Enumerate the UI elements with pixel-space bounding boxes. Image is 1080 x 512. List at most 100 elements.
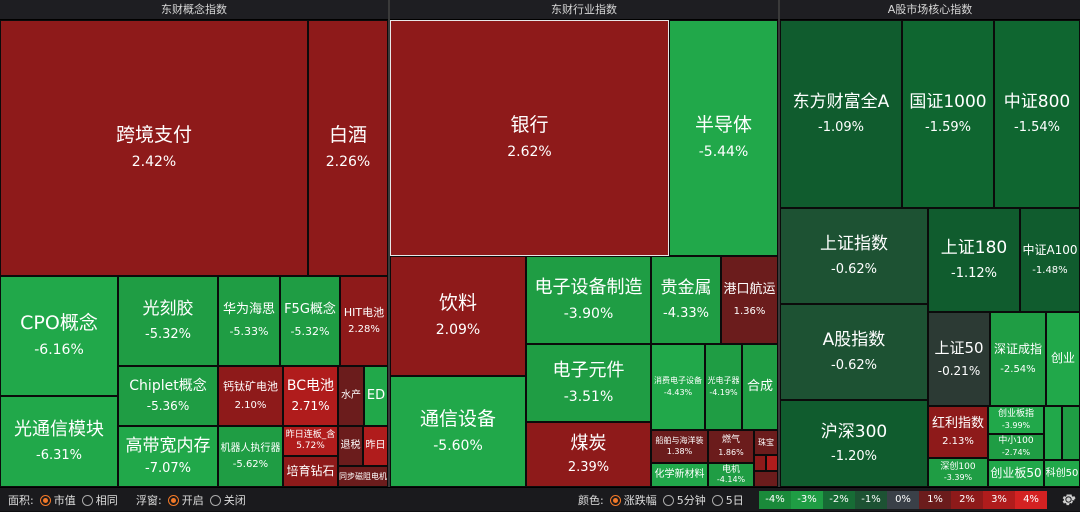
tile-green-block-b[interactable] (1062, 406, 1080, 460)
tile-shangzheng180[interactable]: 上证180 -1.12% (928, 208, 1020, 312)
tile-chuanbo[interactable]: 船舶与海洋装 1.38% (651, 430, 708, 463)
tile-pct: -4.33% (663, 305, 709, 321)
tile-pct: -7.07% (145, 461, 191, 477)
tile-name: 煤炭 (570, 433, 607, 454)
tile-huawei-haisi[interactable]: 华为海思 -5.33% (218, 276, 280, 366)
tile-pct: -0.21% (937, 364, 981, 379)
tile-bc[interactable]: BC电池 2.71% (283, 366, 338, 426)
tile-guijinshu[interactable]: 贵金属 -4.33% (651, 256, 721, 344)
tile-dianzi-yuanjian[interactable]: 电子元件 -3.51% (526, 344, 651, 422)
tile-dianji[interactable]: 电机 -4.14% (708, 463, 754, 487)
tile-agu-zhishu[interactable]: A股指数 -0.62% (780, 304, 928, 400)
tile-kechuang50[interactable]: 科创50 (1044, 460, 1080, 487)
tile-green-block-a[interactable] (1044, 406, 1062, 460)
tile-baijiu[interactable]: 白酒 2.26% (308, 20, 388, 276)
tile-name: 创业板50 (990, 465, 1042, 480)
tile-zhubao[interactable]: 珠宝 (754, 430, 778, 455)
tile-name: 上证指数 (820, 234, 888, 255)
tile-pct: -2.54% (1000, 364, 1036, 376)
tile-peiyu-zuanshi[interactable]: 培育钻石 (283, 456, 338, 487)
tile-name: 光电子器 (707, 376, 740, 385)
tile-pct: -1.54% (1014, 119, 1060, 135)
tile-bandaoti[interactable]: 半导体 -5.44% (669, 20, 778, 256)
tile-zhongzheng-a100[interactable]: 中证A100 -1.48% (1020, 208, 1080, 312)
tile-name: 创业 (1050, 351, 1075, 366)
tile-dianzi-shebei[interactable]: 电子设备制造 -3.90% (526, 256, 651, 344)
tile-name: 跨境支付 (115, 124, 192, 147)
float-off-radio[interactable]: 关闭 (209, 492, 246, 508)
tile-pct: -5.60% (433, 437, 483, 454)
area-mode-group: 面积: 市值 相同 (8, 488, 118, 512)
color-change-radio[interactable]: 涨跌幅 (609, 492, 657, 508)
color-mode-group: 颜色: 涨跌幅 5分钟 5日 (578, 488, 744, 512)
tile-dongcai-quana[interactable]: 东方财富全A -1.09% (780, 20, 902, 208)
tile-shangzheng50[interactable]: 上证50 -0.21% (928, 312, 990, 406)
tile-name: 华为海思 (222, 302, 275, 318)
area-marketcap-radio[interactable]: 市值 (39, 492, 76, 508)
tile-pct: -5.33% (229, 325, 269, 339)
tile-chuangyeban50[interactable]: 创业板50 (988, 460, 1044, 487)
tile-pct: -6.16% (34, 342, 84, 359)
tile-zhongzheng800[interactable]: 中证800 -1.54% (994, 20, 1080, 208)
tile-pct: 2.39% (567, 459, 610, 475)
tile-ed[interactable]: ED (364, 366, 388, 426)
tile-hushen300[interactable]: 沪深300 -1.20% (780, 400, 928, 487)
tile-pct: -5.32% (290, 325, 330, 339)
tile-name: 通信设备 (419, 407, 496, 430)
tile-guozheng1000[interactable]: 国证1000 -1.59% (902, 20, 994, 208)
tile-gaitaikuang[interactable]: 钙钛矿电池 2.10% (218, 366, 283, 426)
tile-zuori-lianban[interactable]: 昨日连板_含 5.72% (283, 426, 338, 456)
tile-shenchuang100[interactable]: 深创100 -3.39% (928, 458, 988, 487)
radio-empty-icon (81, 494, 93, 506)
radio-label: 关闭 (223, 494, 246, 507)
tile-xiaofei-dianzi[interactable]: 消费电子设备 -4.43% (651, 344, 705, 430)
tile-shuichan[interactable]: 水产 (338, 366, 364, 426)
gear-icon[interactable] (1061, 492, 1076, 507)
color-5day-radio[interactable]: 5日 (711, 492, 744, 508)
tile-shenzheng-chengzhi[interactable]: 深证成指 -2.54% (990, 312, 1046, 406)
tile-small-red-c[interactable] (754, 471, 778, 487)
tile-jiqiren[interactable]: 机器人执行器 -5.62% (218, 426, 283, 487)
tile-pct: 2.10% (234, 399, 267, 411)
tile-guangkejiao[interactable]: 光刻胶 -5.32% (118, 276, 218, 366)
tile-pct: 2.62% (507, 144, 552, 161)
tile-tongbu-cizu[interactable]: 同步磁阻电机 (338, 466, 388, 487)
radio-empty-icon (711, 494, 723, 506)
tile-small-red-a[interactable] (754, 455, 766, 471)
tile-guangdianzi[interactable]: 光电子器 -4.19% (705, 344, 742, 430)
tile-tongxin-shebei[interactable]: 通信设备 -5.60% (390, 376, 526, 487)
tile-cpo[interactable]: CPO概念 -6.16% (0, 276, 118, 396)
float-on-radio[interactable]: 开启 (167, 492, 204, 508)
tile-hongli[interactable]: 红利指数 2.13% (928, 406, 988, 458)
tile-pct: 1.38% (666, 447, 693, 457)
tile-ranqi[interactable]: 燃气 1.86% (708, 430, 754, 463)
tile-yinhang[interactable]: 银行 2.62% (390, 20, 669, 256)
tile-hecheng[interactable]: 合成 (742, 344, 778, 430)
tile-small-red-b[interactable] (766, 455, 778, 471)
core-treemap: 东方财富全A -1.09% 国证1000 -1.59% 中证800 -1.54%… (780, 20, 1080, 487)
tile-yinliao[interactable]: 饮料 2.09% (390, 256, 526, 376)
tile-chuangyeban-zhi[interactable]: 创业板指 -3.99% (988, 406, 1044, 434)
tile-kuajing[interactable]: 跨境支付 2.42% (0, 20, 308, 276)
tile-hit[interactable]: HIT电池 2.28% (340, 276, 388, 366)
tile-chuangye[interactable]: 创业 (1046, 312, 1080, 406)
tile-name: Chiplet概念 (129, 378, 207, 395)
tile-guangtongxin[interactable]: 光通信模块 -6.31% (0, 396, 118, 487)
radio-label: 涨跌幅 (623, 494, 657, 507)
tile-pct: -5.44% (698, 144, 749, 161)
tile-zhongxiao100[interactable]: 中小100 -2.74% (988, 434, 1044, 460)
tile-meitan[interactable]: 煤炭 2.39% (526, 422, 651, 487)
tile-gangkou[interactable]: 港口航运 1.36% (721, 256, 778, 344)
tile-zuori[interactable]: 昨日 (363, 426, 388, 466)
tile-gaodaikuan[interactable]: 高带宽内存 -7.07% (118, 426, 218, 487)
tile-pct: -2.74% (1001, 447, 1031, 457)
tile-huaxue-xincailiao[interactable]: 化学新材料 (651, 463, 708, 487)
tile-shangzheng-zhishu[interactable]: 上证指数 -0.62% (780, 208, 928, 304)
tile-chiplet[interactable]: Chiplet概念 -5.36% (118, 366, 218, 426)
tile-tuishui[interactable]: 退税 (338, 426, 363, 466)
color-5min-radio[interactable]: 5分钟 (662, 492, 706, 508)
tile-pct: -1.48% (1032, 265, 1068, 277)
tile-f5g[interactable]: F5G概念 -5.32% (280, 276, 340, 366)
area-equal-radio[interactable]: 相同 (81, 492, 118, 508)
industry-panel: 东财行业指数 银行 2.62% 半导体 -5.44% 饮料 2.09% 电子设备… (390, 0, 778, 487)
